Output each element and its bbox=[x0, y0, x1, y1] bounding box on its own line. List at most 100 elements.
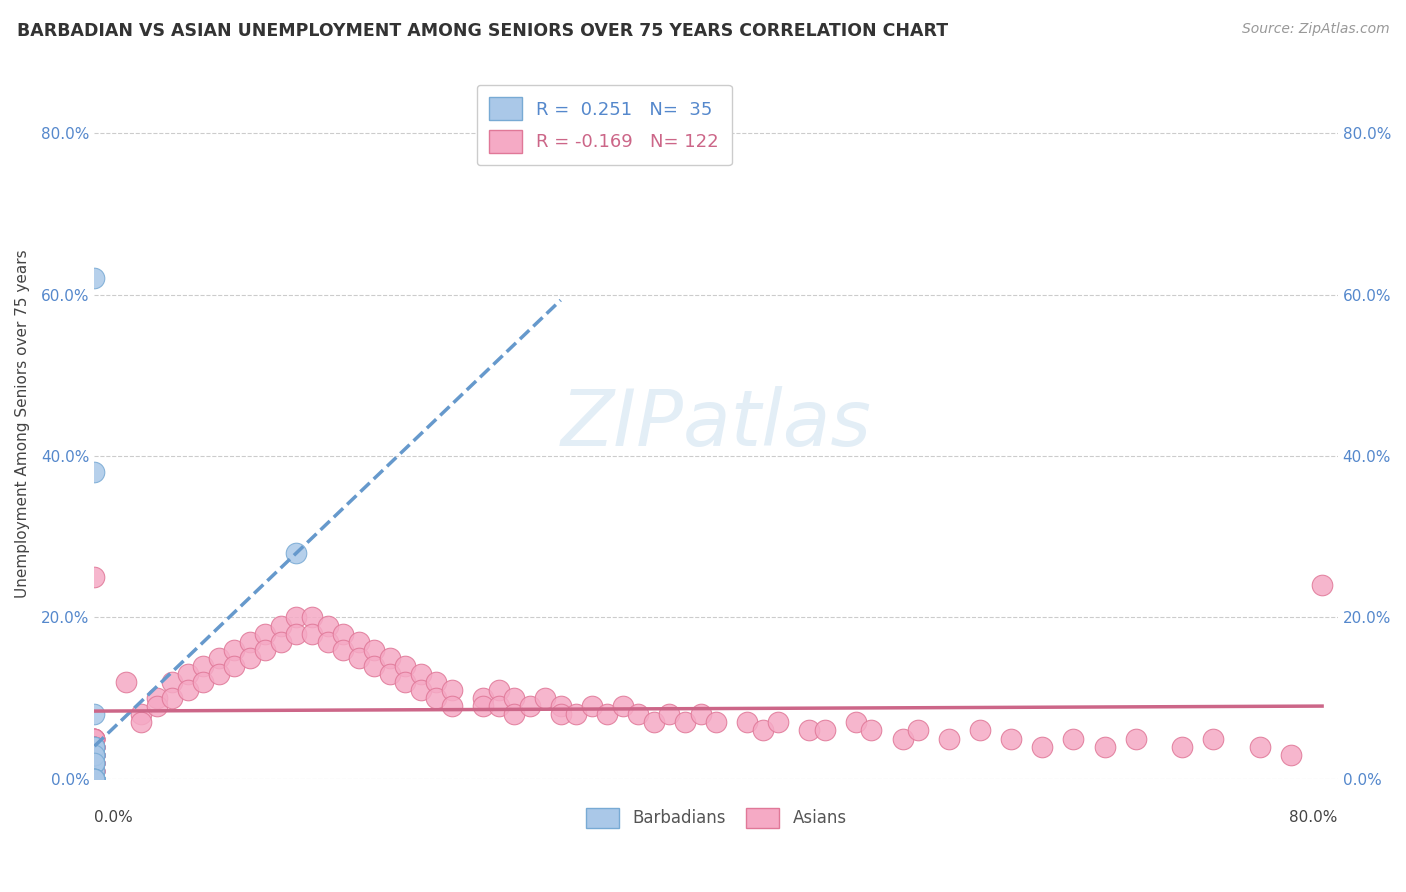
Point bbox=[83, 739, 105, 754]
Point bbox=[83, 772, 105, 786]
Point bbox=[581, 699, 603, 714]
Point bbox=[1202, 731, 1225, 746]
Point bbox=[394, 675, 416, 690]
Point bbox=[129, 707, 152, 722]
Point bbox=[83, 772, 105, 786]
Point bbox=[673, 715, 696, 730]
Point bbox=[83, 731, 105, 746]
Point bbox=[239, 634, 262, 648]
Point bbox=[332, 642, 354, 657]
Point bbox=[363, 659, 385, 673]
Point bbox=[83, 772, 105, 786]
Point bbox=[83, 764, 105, 778]
Point bbox=[316, 618, 339, 632]
Text: 0.0%: 0.0% bbox=[94, 810, 134, 824]
Point bbox=[891, 731, 914, 746]
Point bbox=[83, 747, 105, 762]
Point bbox=[503, 691, 526, 706]
Point bbox=[969, 723, 991, 738]
Point bbox=[83, 739, 105, 754]
Point bbox=[1000, 731, 1022, 746]
Point bbox=[735, 715, 758, 730]
Point bbox=[177, 667, 200, 681]
Point bbox=[193, 659, 215, 673]
Point bbox=[83, 465, 105, 479]
Point bbox=[83, 747, 105, 762]
Point bbox=[83, 756, 105, 770]
Point bbox=[1249, 739, 1271, 754]
Point bbox=[472, 691, 495, 706]
Point bbox=[378, 667, 401, 681]
Point bbox=[83, 739, 105, 754]
Point bbox=[814, 723, 837, 738]
Text: BARBADIAN VS ASIAN UNEMPLOYMENT AMONG SENIORS OVER 75 YEARS CORRELATION CHART: BARBADIAN VS ASIAN UNEMPLOYMENT AMONG SE… bbox=[17, 22, 948, 40]
Point bbox=[270, 634, 292, 648]
Point bbox=[83, 756, 105, 770]
Point bbox=[689, 707, 711, 722]
Point bbox=[1171, 739, 1194, 754]
Point bbox=[193, 675, 215, 690]
Point bbox=[1310, 578, 1333, 592]
Point bbox=[1279, 747, 1302, 762]
Point bbox=[177, 683, 200, 698]
Legend: Barbadians, Asians: Barbadians, Asians bbox=[579, 801, 853, 835]
Point bbox=[83, 772, 105, 786]
Point bbox=[83, 772, 105, 786]
Point bbox=[316, 634, 339, 648]
Point bbox=[83, 764, 105, 778]
Point bbox=[83, 756, 105, 770]
Point bbox=[83, 772, 105, 786]
Point bbox=[83, 747, 105, 762]
Point bbox=[83, 756, 105, 770]
Point bbox=[83, 747, 105, 762]
Point bbox=[83, 747, 105, 762]
Point bbox=[845, 715, 868, 730]
Point bbox=[612, 699, 634, 714]
Point bbox=[83, 747, 105, 762]
Point bbox=[1062, 731, 1084, 746]
Point bbox=[145, 699, 167, 714]
Point bbox=[83, 772, 105, 786]
Point bbox=[129, 715, 152, 730]
Point bbox=[83, 739, 105, 754]
Point bbox=[254, 626, 277, 640]
Point bbox=[347, 650, 370, 665]
Point bbox=[83, 747, 105, 762]
Point bbox=[83, 756, 105, 770]
Point bbox=[83, 756, 105, 770]
Point bbox=[534, 691, 557, 706]
Point bbox=[208, 667, 231, 681]
Point bbox=[285, 610, 308, 624]
Point bbox=[751, 723, 773, 738]
Point bbox=[83, 756, 105, 770]
Point bbox=[83, 764, 105, 778]
Point bbox=[409, 667, 432, 681]
Point bbox=[285, 626, 308, 640]
Point bbox=[565, 707, 588, 722]
Point bbox=[145, 691, 167, 706]
Point bbox=[83, 731, 105, 746]
Point bbox=[627, 707, 650, 722]
Point bbox=[285, 546, 308, 560]
Point bbox=[550, 699, 572, 714]
Point bbox=[907, 723, 929, 738]
Point bbox=[83, 772, 105, 786]
Point bbox=[704, 715, 727, 730]
Point bbox=[83, 772, 105, 786]
Point bbox=[83, 731, 105, 746]
Point bbox=[83, 772, 105, 786]
Point bbox=[83, 739, 105, 754]
Point bbox=[394, 659, 416, 673]
Point bbox=[83, 747, 105, 762]
Point bbox=[83, 747, 105, 762]
Point bbox=[83, 747, 105, 762]
Point bbox=[440, 699, 463, 714]
Point bbox=[83, 764, 105, 778]
Point bbox=[643, 715, 665, 730]
Point bbox=[83, 772, 105, 786]
Point bbox=[301, 626, 323, 640]
Point bbox=[766, 715, 789, 730]
Point bbox=[409, 683, 432, 698]
Point bbox=[938, 731, 960, 746]
Point bbox=[83, 772, 105, 786]
